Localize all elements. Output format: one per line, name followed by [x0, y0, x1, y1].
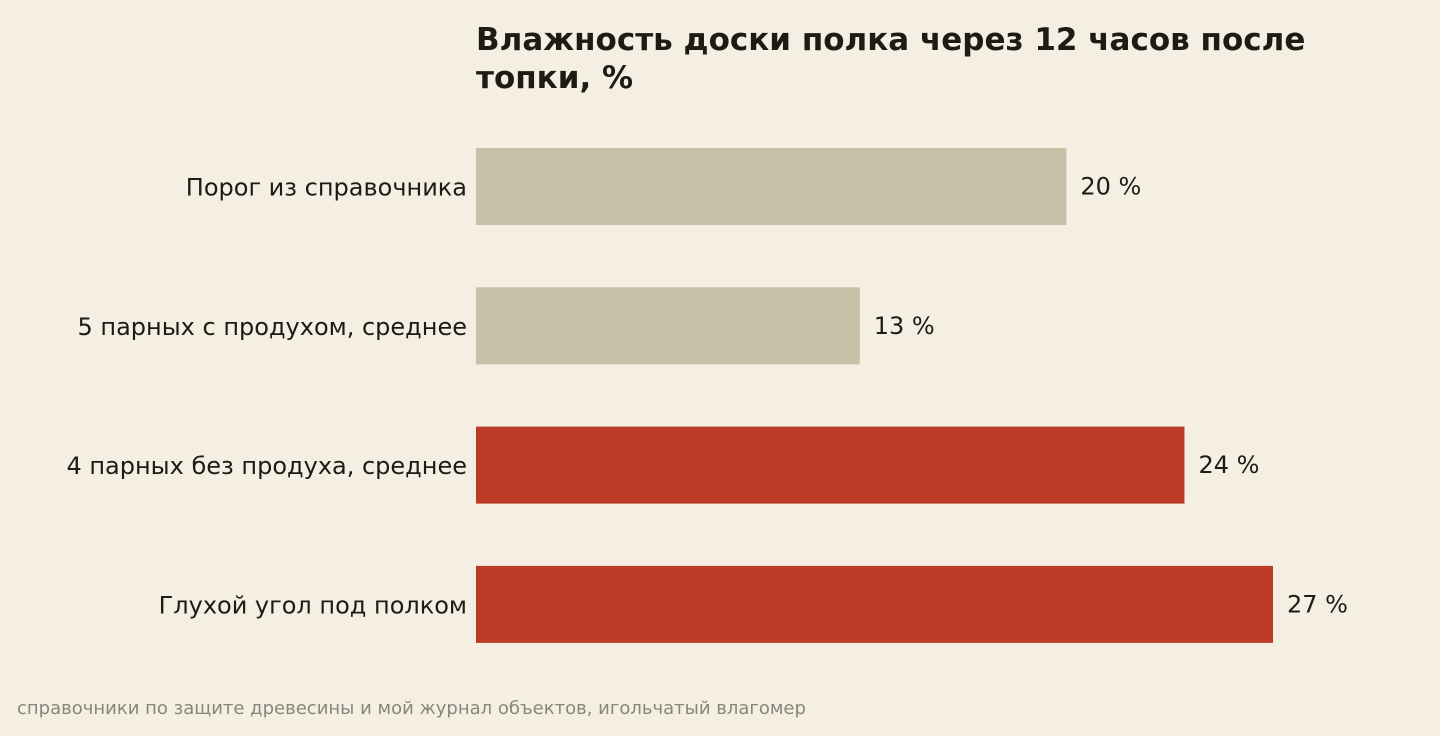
category-label-4: Глухой угол под полком [159, 591, 467, 619]
source-note: справочники по защите древесины и мой жу… [17, 698, 806, 719]
bar-3 [476, 426, 1185, 504]
value-label-1: 20 % [1080, 173, 1141, 201]
bar-2 [476, 287, 860, 365]
value-label-2: 13 % [874, 312, 935, 340]
category-label-1: Порог из справочника [186, 174, 467, 202]
chart-title-line-1: Влажность доски полка через 12 часов пос… [476, 22, 1305, 58]
chart-title-line-2: топки, % [476, 60, 633, 96]
value-label-4: 27 % [1287, 590, 1348, 618]
bar-4 [476, 565, 1273, 643]
bar-group: Порог из справочника 20 % 5 парных с проду… [66, 148, 1348, 643]
category-label-3: 4 парных без продуха, среднее [66, 452, 467, 480]
bar-1 [476, 148, 1067, 225]
category-label-2: 5 парных с продухом, среднее [78, 313, 468, 341]
value-label-3: 24 % [1198, 451, 1259, 479]
